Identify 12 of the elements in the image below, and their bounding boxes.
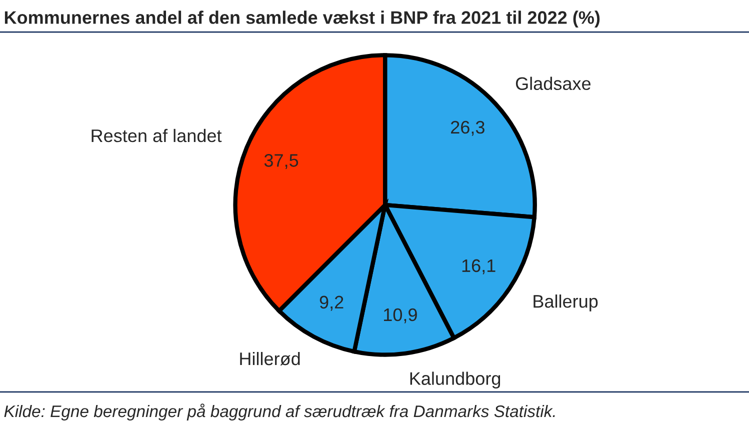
- text: Kilde: Egne beregninger på baggrund af særudtræk fra Danmarks Statistik.: [4, 404, 555, 420]
- slice-label: Ballerup: [534, 294, 598, 312]
- data-label: 10,9: [384, 308, 417, 324]
- slice-label: Hillerød: [240, 352, 300, 366]
- data-label: 26,3: [451, 120, 484, 136]
- chart-title: Kommunernes andel af den samlede vækst i BNP fra 2021 til 2022 (%): [4, 10, 600, 28]
- data-label: 37,5: [264, 154, 298, 169]
- data-label: 16,1: [462, 259, 496, 274]
- slice-label: Kalundborg: [410, 372, 500, 389]
- slice-label: Gladsaxe: [516, 76, 591, 90]
- slice-label: Resten af landet: [92, 128, 222, 142]
- data-label: 9,2: [320, 296, 344, 311]
